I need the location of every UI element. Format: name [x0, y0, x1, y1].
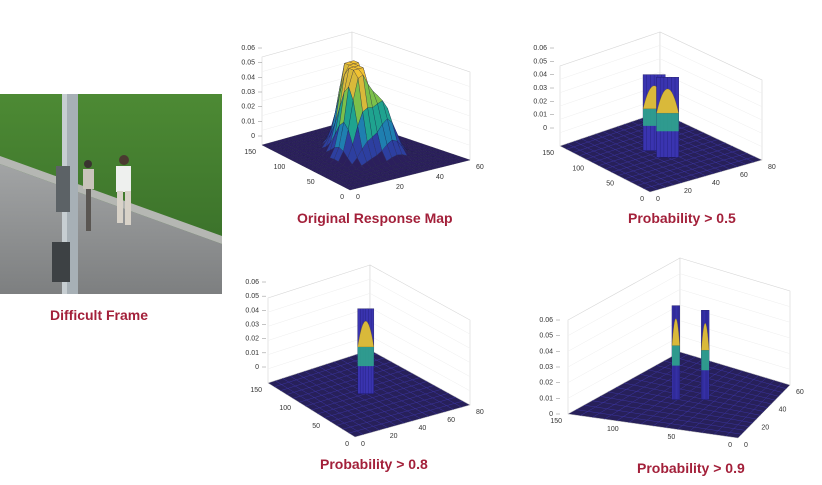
z-tick-label: 0.06 — [241, 45, 255, 52]
x-tick-label: 80 — [476, 409, 484, 416]
z-tick-label: 0.05 — [245, 293, 259, 300]
axes-box — [267, 264, 471, 406]
z-tick-label: 0.01 — [539, 395, 553, 402]
z-tick-label: 0 — [549, 411, 553, 418]
floor-surface — [267, 349, 471, 438]
x-tick-label: 40 — [779, 407, 787, 414]
x-tick-label: 0 — [361, 441, 365, 448]
x-tick-label: 60 — [476, 164, 484, 171]
z-tick-label: 0.02 — [533, 98, 547, 105]
z-tick-label: 0.06 — [539, 317, 553, 324]
caption-probability-09: Probability > 0.9 — [637, 460, 745, 476]
z-tick-label: 0.03 — [245, 322, 259, 329]
z-tick-label: 0.02 — [245, 336, 259, 343]
probability-column — [357, 308, 375, 394]
x-tick-label: 20 — [684, 188, 692, 195]
difficult-frame-image — [0, 94, 222, 294]
surface — [671, 305, 710, 400]
floor-surface — [567, 351, 791, 439]
z-tick-label: 0.04 — [539, 348, 553, 355]
caption-probability-05: Probability > 0.5 — [628, 210, 736, 226]
z-tick-label: 0.01 — [241, 118, 255, 125]
x-tick-label: 40 — [419, 425, 427, 432]
y-tick-label: 50 — [606, 181, 614, 188]
y-tick-label: 50 — [307, 179, 315, 186]
difficult-frame-caption: Difficult Frame — [50, 307, 149, 323]
z-tick-label: 0.02 — [241, 104, 255, 111]
z-tick-label: 0.05 — [533, 58, 547, 65]
y-tick-label: 100 — [607, 426, 619, 433]
plot-panel-2: 0.06 0.05 0.04 0.03 0.02 0.01 0 150 100 50 0 0 20 40 6… — [533, 31, 776, 203]
z-tick-label: 0.03 — [241, 89, 255, 96]
caption-original-response-map: Original Response Map — [297, 210, 453, 226]
caption-probability-08: Probability > 0.8 — [320, 456, 428, 472]
surface — [261, 60, 471, 191]
x-tick-label: 80 — [768, 164, 776, 171]
z-tick-label: 0.01 — [245, 350, 259, 357]
x-tick-label: 20 — [761, 424, 769, 431]
x-tick-label: 40 — [436, 174, 444, 181]
x-tick-label: 0 — [356, 194, 360, 201]
plot-panel-1: 0.06 0.05 0.04 0.03 0.02 0.01 0 150 100 50 0 0 20 40 6… — [241, 31, 484, 201]
y-tick-label: 100 — [274, 164, 286, 171]
y-tick-label: 0 — [345, 441, 349, 448]
z-tick-label: 0 — [543, 125, 547, 132]
y-tick-label: 150 — [250, 387, 262, 394]
x-tick-label: 40 — [712, 180, 720, 187]
x-tick-label: 0 — [744, 442, 748, 449]
x-tick-label: 20 — [390, 433, 398, 440]
y-tick-label: 150 — [244, 149, 256, 156]
y-tick-label: 150 — [542, 150, 554, 157]
z-tick-label: 0.04 — [245, 307, 259, 314]
z-tick-label: 0.06 — [245, 279, 259, 286]
z-tick-label: 0.05 — [241, 60, 255, 67]
x-tick-label: 60 — [740, 172, 748, 179]
y-tick-label: 0 — [640, 196, 644, 203]
surface — [357, 308, 375, 394]
y-tick-label: 0 — [340, 194, 344, 201]
x-tick-label: 60 — [796, 389, 804, 396]
floor-surface — [261, 119, 471, 191]
z-tick-label: 0.03 — [533, 85, 547, 92]
z-tick-label: 0.04 — [241, 74, 255, 81]
axes-box — [559, 31, 763, 161]
z-tick-label: 0.04 — [533, 72, 547, 79]
z-tick-label: 0.02 — [539, 380, 553, 387]
probability-column — [701, 310, 710, 400]
y-tick-label: 50 — [668, 434, 676, 441]
y-tick-label: 150 — [550, 418, 562, 425]
axes-box — [567, 257, 791, 415]
floor-surface — [559, 111, 763, 193]
y-tick-label: 100 — [572, 165, 584, 172]
x-tick-label: 60 — [447, 417, 455, 424]
z-tick-label: 0.01 — [533, 112, 547, 119]
probability-column — [671, 305, 680, 400]
z-tick-label: 0 — [255, 364, 259, 371]
z-tick-label: 0.06 — [533, 45, 547, 52]
axes-box — [261, 31, 471, 161]
z-tick-label: 0.05 — [539, 333, 553, 340]
plot-panel-3: 0.06 0.05 0.04 0.03 0.02 0.01 0 150 100 50 0 0 20 40 6… — [245, 264, 484, 448]
y-tick-label: 50 — [312, 423, 320, 430]
x-tick-label: 20 — [396, 184, 404, 191]
y-tick-label: 100 — [279, 405, 291, 412]
y-tick-label: 0 — [728, 442, 732, 449]
x-tick-label: 0 — [656, 196, 660, 203]
probability-column — [642, 74, 666, 151]
z-tick-label: 0.03 — [539, 364, 553, 371]
probability-column — [656, 76, 679, 158]
z-tick-label: 0 — [251, 133, 255, 140]
surface — [642, 74, 679, 158]
